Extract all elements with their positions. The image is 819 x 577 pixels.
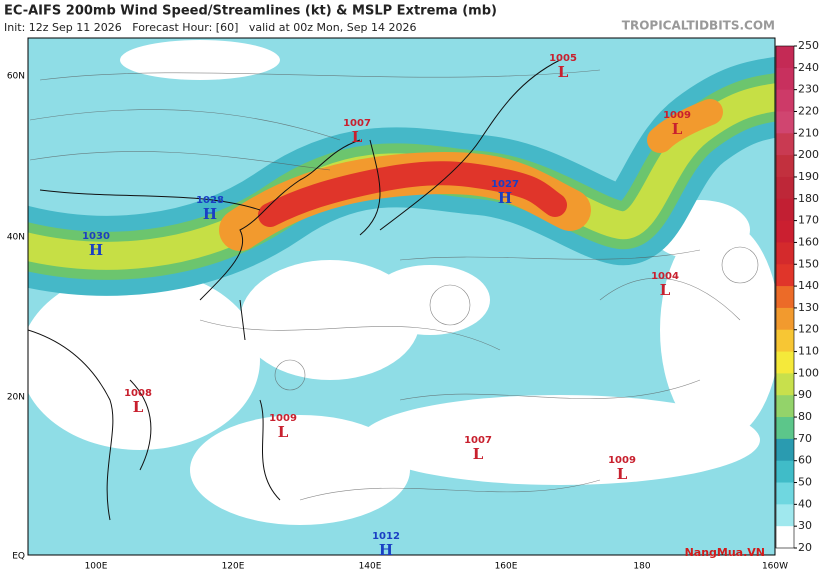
pressure-center: H — [379, 541, 393, 559]
colorbar-label: 240 — [798, 61, 819, 74]
colorbar-segment — [776, 526, 794, 549]
colorbar-segment — [776, 395, 794, 418]
pressure-value: 1030 — [82, 231, 110, 242]
pressure-center: L — [473, 445, 484, 463]
pressure-value: 1027 — [491, 179, 519, 190]
colorbar-label: 140 — [798, 279, 819, 292]
colorbar-label: 20 — [798, 541, 812, 554]
pressure-value: 1008 — [124, 388, 152, 399]
colorbar-segment — [776, 417, 794, 440]
pressure-center: H — [203, 205, 217, 223]
lat-label: 20N — [7, 393, 25, 403]
colorbar-label: 60 — [798, 454, 812, 467]
pressure-center: L — [617, 465, 628, 483]
pressure-center: L — [558, 63, 569, 81]
colorbar-label: 30 — [798, 519, 812, 532]
colorbar-segment — [776, 482, 794, 505]
colorbar-segment — [776, 307, 794, 331]
pressure-center: L — [278, 423, 289, 441]
colorbar-label: 220 — [798, 104, 819, 117]
map-frame — [27, 37, 776, 556]
pressure-value: 1012 — [372, 531, 400, 542]
pressure-value: 1009 — [663, 110, 691, 121]
colorbar-segment — [776, 155, 794, 178]
lat-label: EQ — [12, 552, 25, 562]
lon-label: 160E — [495, 562, 518, 572]
colorbar-segment — [776, 198, 794, 222]
pressure-value: 1007 — [343, 118, 371, 129]
pressure-center: L — [660, 281, 671, 299]
colorbar-segment — [776, 460, 794, 484]
pressure-center: H — [498, 189, 512, 207]
pressure-center: L — [133, 398, 144, 416]
pressure-value: 1028 — [196, 195, 224, 206]
colorbar-segment — [776, 220, 794, 243]
colorbar-segment — [776, 329, 794, 353]
lon-label: 140E — [359, 562, 382, 572]
colorbar-label: 110 — [798, 345, 819, 358]
colorbar-segment — [776, 67, 794, 91]
colorbar-segment — [776, 46, 794, 69]
pressure-value: 1005 — [549, 53, 577, 64]
lon-label: 100E — [85, 562, 108, 572]
pressure-center: H — [89, 241, 103, 259]
colorbar-label: 150 — [798, 257, 819, 270]
colorbar-segment — [776, 504, 794, 527]
jet-stream — [28, 56, 775, 296]
colorbar-label: 130 — [798, 301, 819, 314]
pressure-value: 1009 — [269, 413, 297, 424]
colorbar-label: 190 — [798, 170, 819, 183]
title: EC-AIFS 200mb Wind Speed/Streamlines (kt… — [4, 4, 497, 19]
lon-label: 180 — [633, 562, 650, 572]
lon-label: 120E — [222, 562, 245, 572]
colorbar-label: 120 — [798, 323, 819, 336]
subtitle: Init: 12z Sep 11 2026 Forecast Hour: [60… — [4, 21, 416, 34]
colorbar-label: 200 — [798, 148, 819, 161]
colorbar-label: 250 — [798, 39, 819, 52]
colorbar-segment — [776, 133, 794, 156]
colorbar-frame — [775, 45, 795, 549]
colorbar-segment — [776, 351, 794, 374]
lat-label: 40N — [7, 233, 25, 243]
colorbar-label: 170 — [798, 214, 819, 227]
pressure-value: 1004 — [651, 271, 679, 282]
colorbar-label: 90 — [798, 388, 812, 401]
colorbar-label: 230 — [798, 83, 819, 96]
watermark: NangMua.VN — [685, 546, 765, 559]
streamlines — [29, 69, 759, 501]
coastlines — [28, 59, 561, 521]
pressure-value: 1007 — [464, 435, 492, 446]
colorbar-label: 80 — [798, 410, 812, 423]
colorbar-segment — [776, 89, 794, 112]
colorbar-label: 160 — [798, 235, 819, 248]
colorbar-label: 70 — [798, 432, 812, 445]
colorbar: 250 240 230 220 210 200 190 180 170 160 150 140 130 1… — [775, 39, 819, 554]
colorbar-label: 50 — [798, 476, 812, 489]
lat-label: 60N — [7, 72, 25, 82]
colorbar-segment — [776, 264, 794, 287]
lon-label: 160W — [762, 562, 788, 572]
colorbar-segment — [776, 438, 794, 462]
colorbar-segment — [776, 373, 794, 396]
colorbar-label: 40 — [798, 497, 812, 510]
pressure-value: 1009 — [608, 455, 636, 466]
colorbar-label: 180 — [798, 192, 819, 205]
colorbar-label: 210 — [798, 126, 819, 139]
colorbar-label: 100 — [798, 366, 819, 379]
map — [28, 38, 775, 555]
colorbar-segment — [776, 111, 794, 134]
brand: TROPICALTIDBITS.COM — [622, 19, 775, 33]
pressure-center: L — [672, 120, 683, 138]
colorbar-segment — [776, 176, 794, 200]
colorbar-segment — [776, 242, 794, 265]
colorbar-segment — [776, 286, 794, 309]
pressure-center: L — [352, 128, 363, 146]
